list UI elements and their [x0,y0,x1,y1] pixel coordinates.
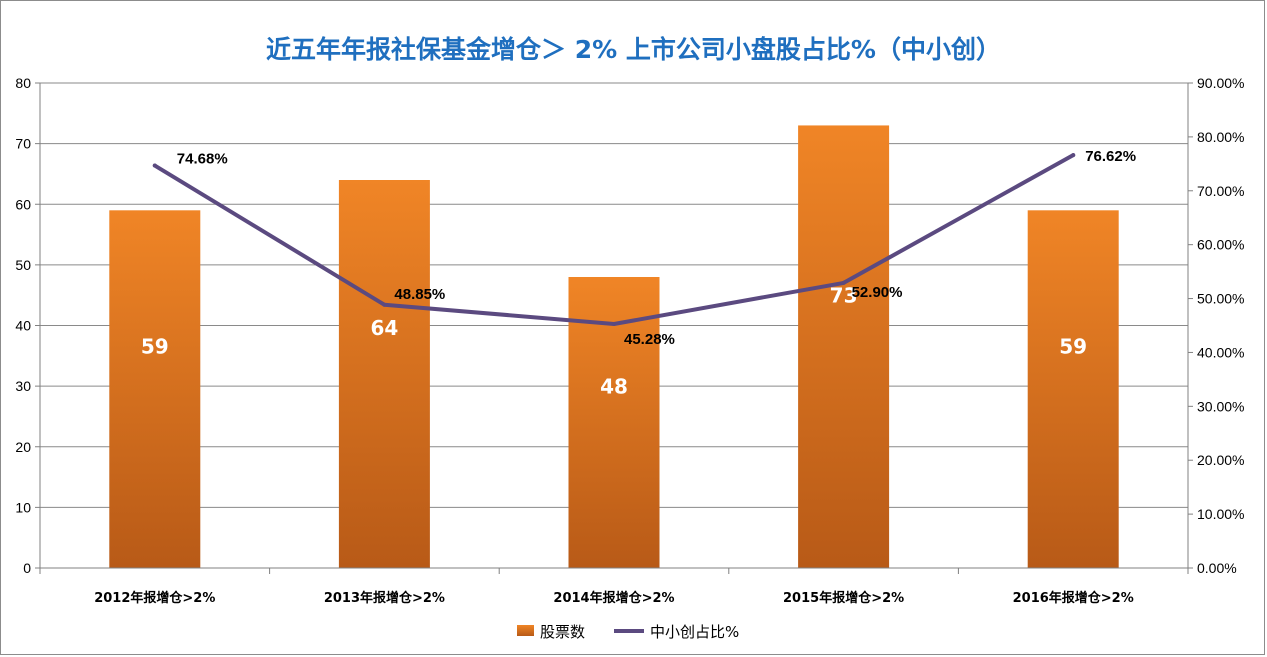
y-right-tick-label: 10.00% [1197,506,1244,522]
y-left-tick-label: 60 [15,196,31,212]
y-left-tick-label: 80 [15,75,31,91]
y-left-tick-label: 70 [15,136,31,152]
legend-label-bar: 股票数 [540,623,585,641]
line-value-label: 45.28% [624,331,675,348]
y-right-tick-label: 70.00% [1197,183,1244,199]
bar-series [109,125,1119,568]
line-point [612,321,616,326]
bar-value-label: 59 [141,334,169,358]
y-right-tick-label: 90.00% [1197,75,1244,91]
axes: 0 10 20 30 40 50 60 70 80 0.00% 10.00% 20.00% 30.00%… [15,75,1244,606]
bar-value-label: 48 [600,374,628,398]
y-right-tick-label: 80.00% [1197,129,1244,145]
y-left-tick-label: 50 [15,257,31,273]
line-value-label: 52.90% [852,284,903,301]
y-left-tick-label: 10 [15,499,31,515]
line-point [382,302,387,307]
y-left-tick-label: 30 [15,378,31,394]
y-left-tick-label: 40 [15,318,31,334]
line-point [152,163,157,168]
legend-swatch-bar [517,625,534,636]
bar-value-label: 64 [370,316,398,340]
x-tick-label: 2012年报增仓>2% [94,590,215,606]
line-value-label: 74.68% [177,151,228,168]
data-labels: 59 64 48 73 59 74.68% 48.85% 45.28% 52.90% 76.62% [141,148,1136,398]
x-tick-label: 2015年报增仓>2% [783,590,904,606]
y-right-tick-label: 30.00% [1197,398,1244,414]
line-value-label: 76.62% [1085,148,1136,165]
x-tick-label: 2016年报增仓>2% [1013,590,1134,606]
legend: 股票数 中小创占比% [517,623,739,641]
line-point [1071,153,1076,158]
chart-title: 近五年年报社保基金增仓＞ 2% 上市公司小盘股占比%（中小创） [266,35,1001,64]
x-tick-label: 2013年报增仓>2% [324,590,445,606]
y-left-tick-label: 0 [23,560,31,576]
line-point [841,280,846,285]
y-right-tick-label: 50.00% [1197,291,1244,307]
line-value-label: 48.85% [394,286,445,303]
y-right-tick-label: 0.00% [1197,560,1237,576]
bar [338,180,430,568]
legend-label-line: 中小创占比% [650,623,739,641]
bar-value-label: 73 [830,283,858,307]
y-right-tick-label: 40.00% [1197,344,1244,360]
bar-value-label: 59 [1059,334,1087,358]
y-right-tick-label: 20.00% [1197,452,1244,468]
bar [798,125,890,568]
bar [1027,210,1119,568]
bar [109,210,201,568]
y-left-tick-label: 20 [15,439,31,455]
line-series [152,153,1076,326]
x-tick-label: 2014年报增仓>2% [553,590,674,606]
y-right-tick-label: 60.00% [1197,237,1244,253]
